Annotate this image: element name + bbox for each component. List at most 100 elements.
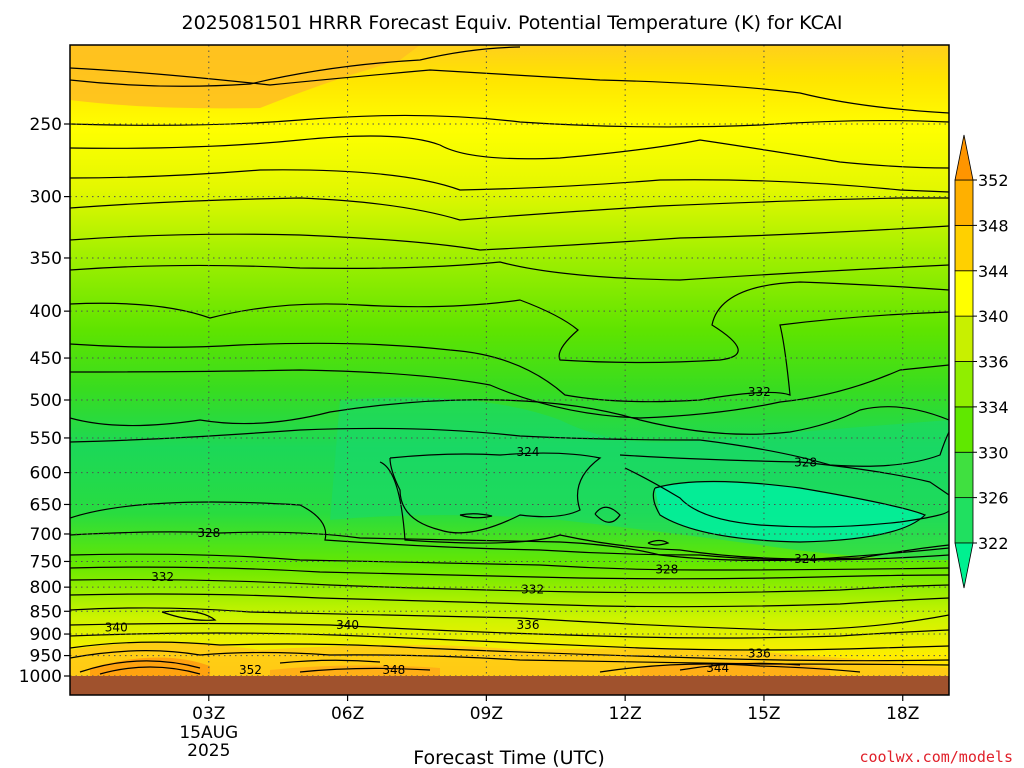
y-tick-label-8: 650 — [30, 495, 62, 515]
contour-line-8 — [70, 281, 949, 364]
colorbar-label-4: 336 — [978, 353, 1009, 372]
contour-label-2: 344 — [706, 661, 729, 675]
y-axis: 250 300 350 400 450 500 550 600 650 700 750 800 850 9… — [19, 115, 70, 687]
contour-line-22 — [70, 531, 949, 562]
contour-label-5: 336 — [517, 618, 540, 632]
colorbar-box-3 — [954, 361, 974, 408]
contour-line-21 — [647, 539, 670, 546]
contour-line-31 — [70, 641, 949, 662]
colorbar-label-5: 340 — [978, 307, 1009, 326]
contour-line-34 — [99, 666, 201, 675]
contour-line-16 — [619, 454, 949, 496]
color-region-6 — [640, 662, 830, 676]
contour-line-25 — [70, 578, 949, 594]
contour-line-4 — [70, 169, 949, 193]
plot-frame — [69, 44, 950, 696]
contour-line-19 — [594, 506, 621, 523]
colorbar-box-4 — [954, 315, 974, 362]
colorbar-box-6 — [954, 224, 974, 272]
colorbar-box-2 — [954, 406, 974, 453]
contour-line-20 — [459, 513, 493, 519]
contour-line-26 — [70, 593, 949, 608]
contour-line-6 — [70, 225, 949, 251]
colorbar-label-2: 330 — [978, 443, 1009, 462]
contour-line-0 — [70, 46, 521, 87]
contour-line-7 — [70, 261, 949, 281]
y-tick-label-5: 500 — [30, 391, 62, 411]
contour-label-6: 336 — [748, 646, 771, 660]
y-tick-label-7: 600 — [30, 464, 62, 484]
colorbar-label-6: 344 — [978, 262, 1009, 281]
colorbar: 322 326 330 334 336 340 344 348 352 — [954, 134, 1009, 589]
y-tick-label-2: 350 — [30, 249, 62, 269]
y-tick-label-3: 400 — [30, 302, 62, 322]
y-tick-label-0: 250 — [30, 115, 62, 135]
contour-line-36 — [299, 667, 431, 673]
contour-line-27 — [70, 607, 949, 631]
x-tick-label-4: 15Z — [747, 704, 780, 724]
contour-label-3: 340 — [105, 620, 128, 634]
contour-line-13 — [389, 452, 602, 534]
contour-line-15 — [70, 501, 949, 561]
y-tick-label-10: 750 — [30, 552, 62, 572]
chart-title: 2025081501 HRRR Forecast Equiv. Potentia… — [182, 12, 843, 34]
contour-line-30 — [70, 632, 949, 651]
contour-line-23 — [70, 553, 949, 571]
colorbar-box-5 — [954, 270, 974, 317]
y-tick-label-14: 950 — [30, 647, 62, 667]
y-tick-label-12: 850 — [30, 602, 62, 622]
contour-line-29 — [70, 622, 949, 639]
contour-line-38 — [679, 662, 801, 671]
colorbar-box-0 — [954, 497, 974, 544]
plot-area — [70, 45, 949, 695]
y-tick-label-11: 800 — [30, 578, 62, 598]
contour-labels: 352 348 344 340 340 336 336 332 332 328 328 328 324 3… — [105, 385, 817, 677]
y-tick-label-13: 900 — [30, 625, 62, 645]
contour-label-9: 328 — [197, 526, 220, 540]
contour-line-24 — [70, 566, 949, 580]
contour-line-18 — [652, 480, 927, 543]
contour-line-9 — [70, 311, 949, 403]
x-tick-sublabel-0-1: 2025 — [187, 741, 230, 761]
contour-line-35 — [279, 659, 381, 664]
y-tick-label-6: 550 — [30, 429, 62, 449]
colorbar-label-7: 348 — [978, 216, 1009, 235]
contour-label-4: 340 — [336, 618, 359, 632]
y-tick-label-1: 300 — [30, 188, 62, 208]
contour-line-17 — [624, 467, 949, 528]
contour-line-28 — [161, 610, 217, 621]
contour-lines — [70, 46, 949, 675]
contour-line-3 — [70, 135, 949, 169]
contour-line-1 — [70, 67, 949, 114]
gridlines — [70, 45, 949, 695]
contour-line-2 — [70, 114, 949, 128]
color-region-2 — [655, 481, 925, 542]
contour-label-0: 352 — [239, 663, 262, 677]
contour-label-8: 332 — [521, 583, 544, 597]
colorbar-label-0: 322 — [978, 534, 1009, 553]
colorbar-label-3: 334 — [978, 398, 1009, 417]
credit-text: coolwx.com/models — [859, 748, 1013, 766]
x-tick-sublabel-0-0: 15AUG — [179, 723, 238, 743]
colorbar-label-1: 326 — [978, 489, 1009, 508]
x-tick-label-1: 06Z — [331, 704, 364, 724]
color-region-0 — [70, 45, 420, 109]
contour-line-33 — [79, 660, 201, 673]
contour-label-11: 328 — [794, 456, 817, 470]
contour-label-10: 328 — [655, 562, 678, 576]
contour-line-10 — [70, 364, 949, 419]
contour-line-37 — [599, 663, 861, 673]
y-tick-label-15: 1000 — [19, 667, 62, 687]
ground-surface — [70, 676, 949, 695]
contour-label-7: 332 — [151, 570, 174, 584]
x-tick-label-3: 12Z — [609, 704, 642, 724]
contour-line-12 — [70, 427, 949, 467]
x-tick-label-0: 03Z — [192, 704, 225, 724]
colorbar-label-8: 352 — [978, 171, 1009, 190]
colorbar-extend-top — [954, 134, 974, 181]
x-axis-title: Forecast Time (UTC) — [413, 747, 604, 768]
contour-line-11 — [70, 399, 949, 435]
contour-label-14: 332 — [748, 385, 771, 399]
